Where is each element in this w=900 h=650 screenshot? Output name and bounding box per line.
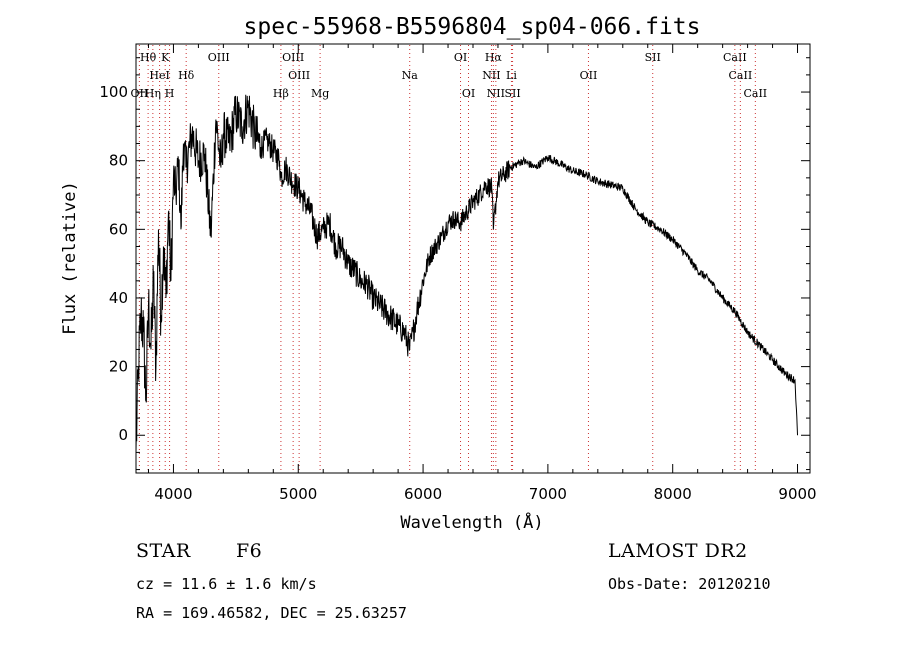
x-tick-label-4: 8000 bbox=[654, 485, 692, 503]
y-tick-label-3: 60 bbox=[109, 220, 128, 238]
line-marker-label-18: H bbox=[165, 87, 175, 100]
line-marker-label-15: CaII bbox=[729, 69, 753, 82]
line-marker-label-14: OII bbox=[580, 69, 598, 82]
axes: 4000 5000 6000 7000 8000 9000 0 20 40 60 80 100 bbox=[99, 44, 817, 503]
line-marker-label-24: CaII bbox=[743, 87, 767, 100]
line-marker-label-17: Hη bbox=[145, 87, 161, 100]
y-tick-label-1: 20 bbox=[109, 358, 128, 376]
line-marker-label-21: OI bbox=[462, 87, 475, 100]
line-marker-label-16: OII bbox=[131, 87, 149, 100]
line-marker-label-22: NII bbox=[487, 87, 505, 100]
chart-title: spec-55968-B5596804_sp04-066.fits bbox=[244, 14, 701, 40]
flux-series-line-0 bbox=[135, 94, 799, 453]
line-marker-label-0: Hθ bbox=[140, 51, 157, 64]
line-marker-label-2: OIII bbox=[208, 51, 230, 64]
object-type: STAR bbox=[136, 540, 191, 562]
line-marker-label-4: OI bbox=[454, 51, 467, 64]
line-marker-label-6: SII bbox=[645, 51, 661, 64]
object-subclass: F6 bbox=[236, 540, 263, 562]
observation-date: Obs-Date: 20120210 bbox=[608, 575, 771, 593]
survey-name: LAMOST DR2 bbox=[608, 540, 748, 562]
line-marker-label-12: NII bbox=[482, 69, 500, 82]
line-marker-label-19: Hβ bbox=[273, 87, 289, 100]
line-marker-label-13: Li bbox=[506, 69, 517, 82]
line-marker-label-20: Mg bbox=[311, 87, 329, 100]
redshift-readout: cz = 11.6 ± 1.6 km/s bbox=[136, 575, 317, 593]
line-marker-label-11: Na bbox=[402, 69, 419, 82]
line-marker-label-3: OIII bbox=[282, 51, 304, 64]
line-marker-label-23: SII bbox=[504, 87, 520, 100]
line-marker-label-7: CaII bbox=[723, 51, 747, 64]
line-marker-label-5: Hα bbox=[485, 51, 503, 64]
x-tick-label-5: 9000 bbox=[778, 485, 816, 503]
y-tick-label-4: 80 bbox=[109, 152, 128, 170]
x-tick-label-1: 5000 bbox=[279, 485, 317, 503]
line-marker-label-10: OIII bbox=[288, 69, 310, 82]
coordinates-readout: RA = 169.46582, DEC = 25.63257 bbox=[136, 604, 407, 622]
x-tick-label-3: 7000 bbox=[529, 485, 567, 503]
line-marker-label-1: K bbox=[161, 51, 170, 64]
y-tick-label-5: 100 bbox=[99, 83, 128, 101]
y-tick-label-2: 40 bbox=[109, 289, 128, 307]
x-tick-label-0: 4000 bbox=[154, 485, 192, 503]
series-layer bbox=[135, 94, 799, 453]
y-axis-label: Flux (relative) bbox=[60, 181, 80, 335]
line-marker-label-8: HeI bbox=[149, 69, 169, 82]
x-axis-label: Wavelength (Å) bbox=[400, 511, 543, 533]
y-tick-label-0: 0 bbox=[118, 426, 128, 444]
line-marker-label-9: Hδ bbox=[178, 69, 195, 82]
x-tick-label-2: 6000 bbox=[404, 485, 442, 503]
